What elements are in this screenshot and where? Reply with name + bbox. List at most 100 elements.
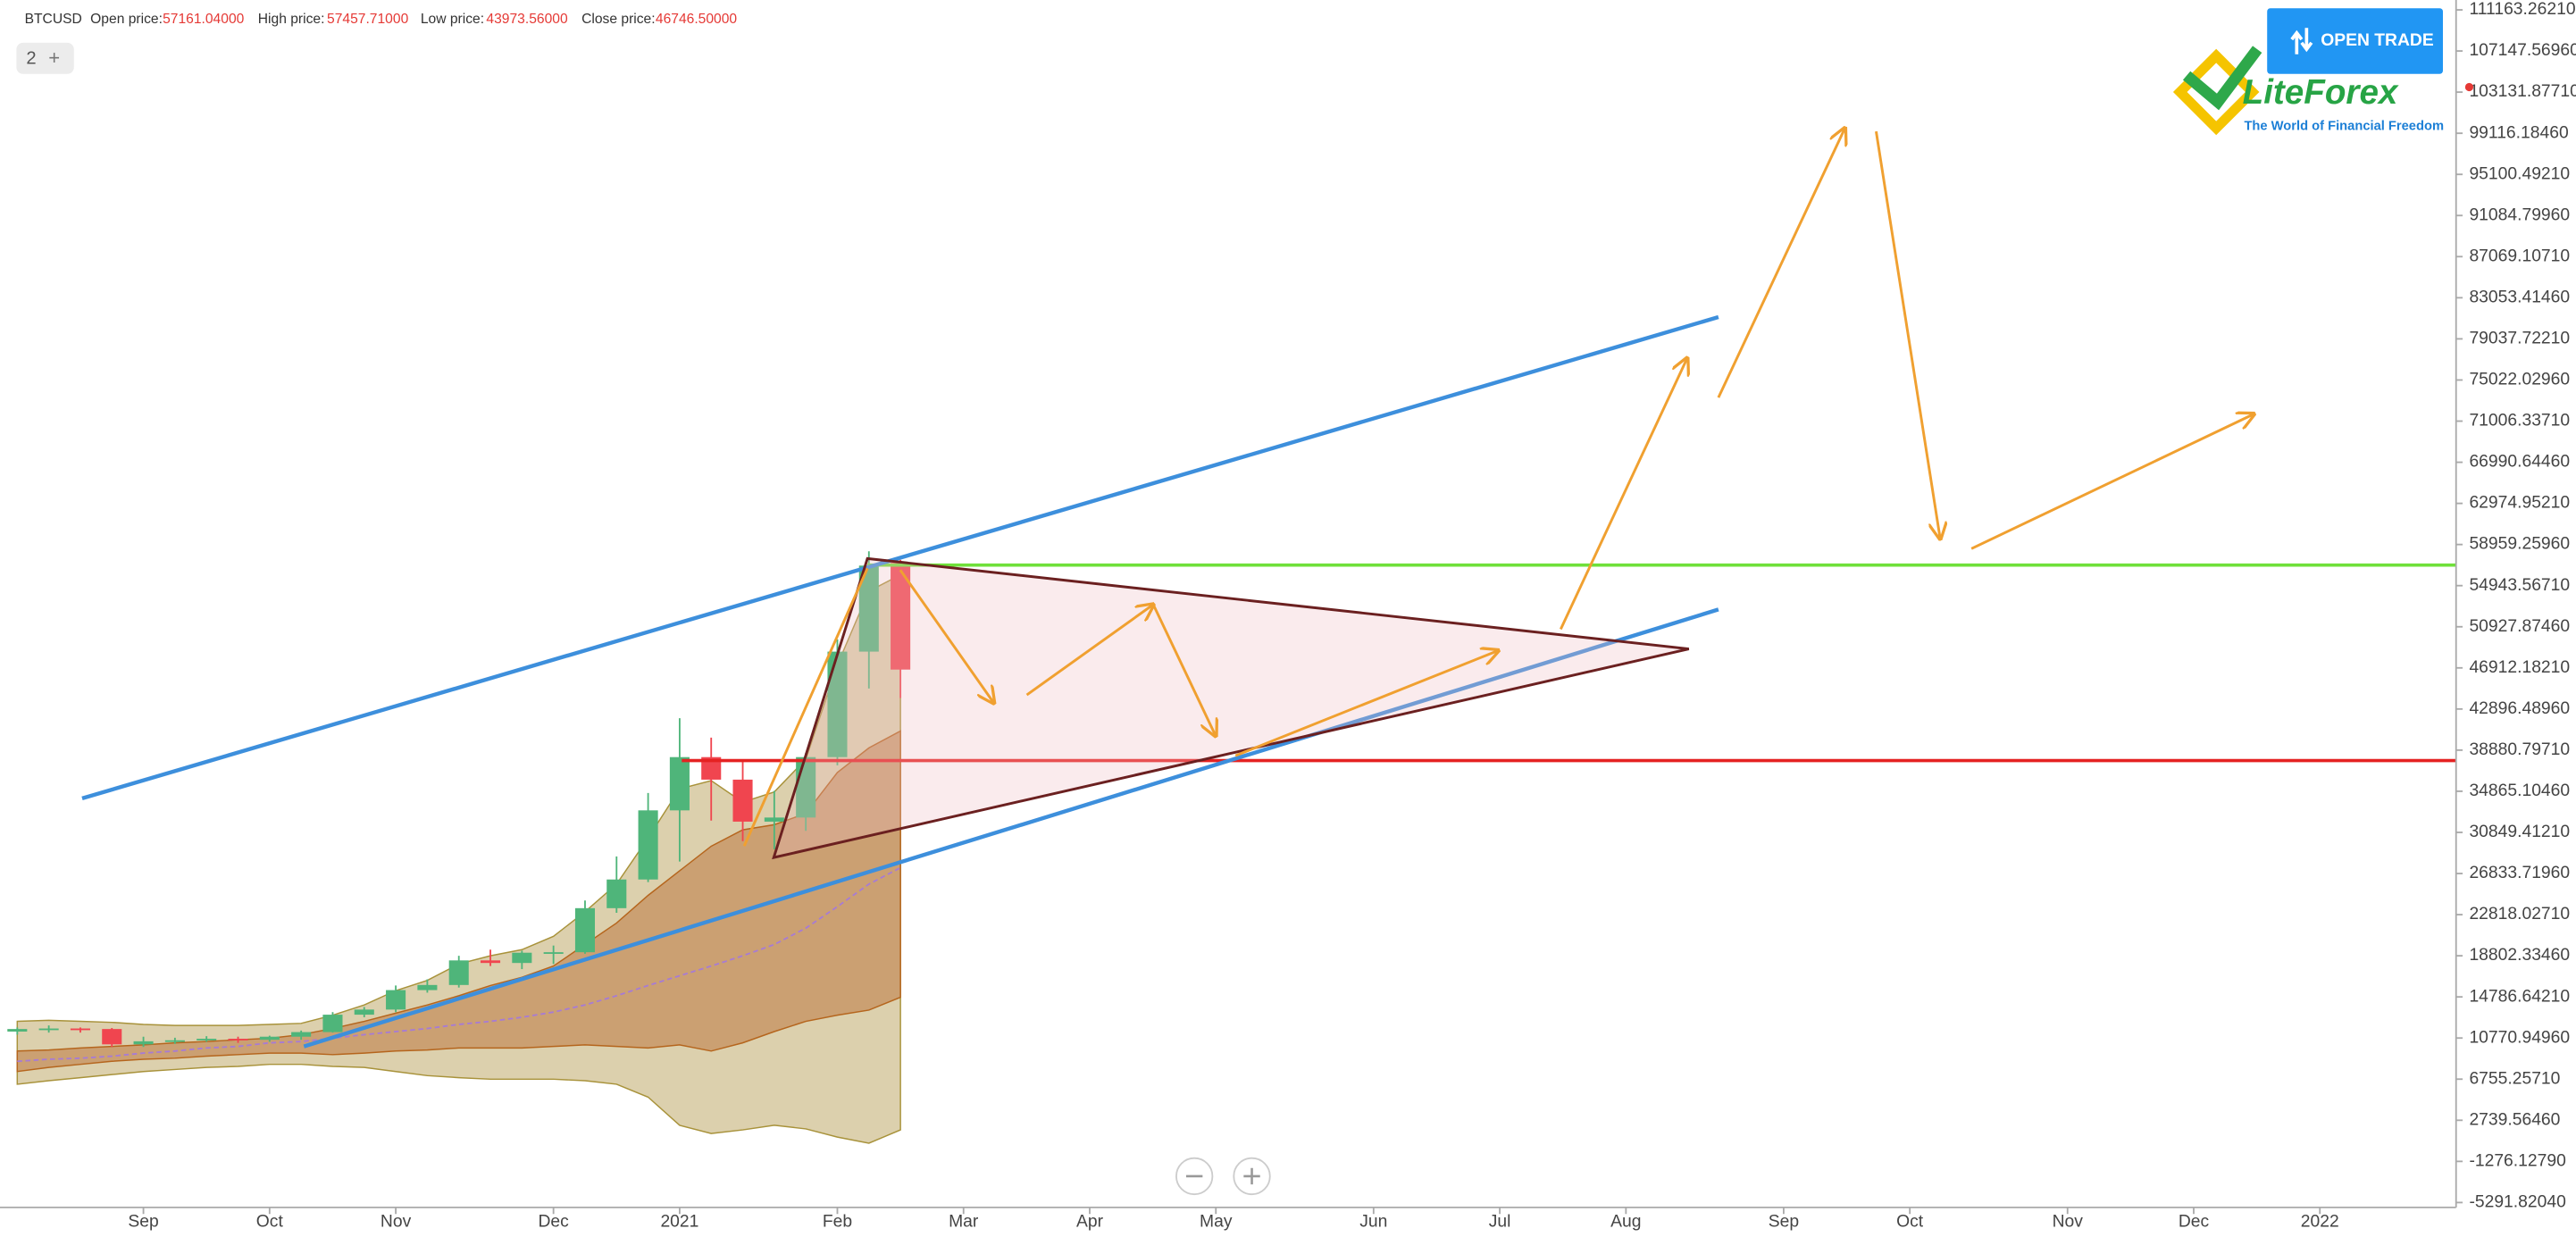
alert-dot [2464,82,2474,92]
logo-name: LiteForex [2243,73,2399,112]
x-tick-label: Oct [1896,1213,1924,1232]
open-trade-button[interactable]: OPEN TRADE [2267,8,2444,74]
symbol: BTCUSD [25,12,82,27]
y-tick-label: 87069.10710 [2469,247,2570,265]
candle-body [164,1040,185,1042]
candle-body [543,952,564,954]
y-tick-label: 99116.18460 [2469,123,2568,142]
x-tick-label: Oct [256,1213,284,1232]
candle-body [291,1032,312,1037]
button-add[interactable]: + [48,46,60,69]
y-tick-label: 50927.87460 [2469,617,2570,636]
button-bg [16,42,74,74]
forecast-arrows [742,128,2254,847]
y-tick-label: 107147.56960 [2469,41,2576,60]
y-tick-label: 2739.56460 [2469,1110,2560,1129]
candle-body [38,1028,59,1031]
y-tick-label: 42896.48960 [2469,699,2570,718]
x-tick-label: May [1200,1213,1233,1232]
arrow [1559,358,1687,631]
candle-body [669,756,690,811]
y-tick-label: 103131.87710 [2469,82,2576,101]
trend-line [303,607,1719,1049]
candle-body [7,1029,28,1032]
field-label: Close price: [581,12,656,27]
candle-body [259,1036,280,1041]
y-tick-label: 30849.41210 [2469,823,2570,841]
field-value: 57457.71000 [327,12,409,27]
arrow [899,569,994,703]
field-value: 46746.50000 [656,12,738,27]
y-tick-label: 91084.79960 [2469,205,2570,224]
candle-body [70,1028,90,1031]
x-tick-label: 2021 [660,1213,698,1232]
x-tick-label: Mar [949,1213,979,1232]
header: BTCUSD Open price: 57161.04000 High pric… [25,12,738,27]
field-label: High price: [258,12,325,27]
trend-line [81,314,1719,801]
y-tick-label: 34865.10460 [2469,781,2570,800]
candle-body [322,1015,343,1032]
zoom-controls [1175,1157,1271,1196]
x-tick-label: 2022 [2301,1213,2339,1232]
candle-body [354,1009,374,1016]
candle-body [197,1039,217,1041]
x-tick-label: Jul [1489,1213,1511,1232]
y-tick-label: 54943.56710 [2469,576,2570,595]
button-icon [2290,28,2313,54]
arrow [1025,605,1154,697]
y-tick-label: 111163.26210 [2469,0,2575,19]
y-tick-label: 58959.25960 [2469,535,2570,554]
candle-body [764,817,784,822]
x-tick-label: Jun [1359,1213,1387,1232]
candle-body [480,960,501,964]
x-tick-label: Dec [538,1213,569,1232]
y-tick-label: 62974.95210 [2469,494,2570,513]
x-tick-label: Sep [128,1213,158,1232]
x-tick-label: Apr [1076,1213,1104,1232]
logo: LiteForex The World of Financial Freedom [2172,46,2444,136]
x-tick-label: Sep [1769,1213,1799,1232]
plot-area [7,551,2456,1144]
y-tick-label: -1276.12790 [2469,1151,2565,1170]
candle-body [858,565,879,652]
arrow [1151,604,1216,736]
candle-body [102,1029,122,1045]
y-tick-label: 75022.02960 [2469,371,2570,389]
x-tick-label: Feb [823,1213,852,1232]
field-value: 57161.04000 [163,12,245,27]
candle-body [827,651,848,757]
arrow [1970,414,2254,550]
y-tick-label: 6755.25710 [2469,1069,2560,1088]
candle-body [701,756,722,780]
x-tick-label: Nov [2053,1213,2084,1232]
y-tick-label: 79037.72210 [2469,330,2570,348]
candle-body [606,879,627,908]
y-tick-label: 66990.64460 [2469,453,2570,472]
candle-body [386,990,406,1010]
button-label[interactable]: OPEN TRADE [2321,31,2434,50]
layout-button[interactable]: 2 + [16,42,74,74]
candle-body [448,960,469,985]
zoom-in-icon [1243,1167,1260,1185]
candle-body [133,1041,154,1045]
arrow [1717,128,1845,398]
y-tick-label: 38880.79710 [2469,740,2570,759]
y-tick-label: -5291.82040 [2469,1192,2565,1211]
arrow [1875,130,1940,539]
y-tick-label: 95100.49210 [2469,164,2570,183]
logo-tagline: The World of Financial Freedom [2244,120,2444,134]
field-label: Open price: [90,12,163,27]
band-area [16,730,901,1073]
candle-body [732,779,753,822]
drawings [81,128,2254,1049]
candle-body [512,952,532,964]
triangle-pattern [772,556,1690,860]
candle-body [638,810,658,880]
y-tick-label: 83053.41460 [2469,288,2570,306]
y-tick-label: 10770.94960 [2469,1028,2570,1047]
candle-body [574,907,596,953]
y-tick-label: 14786.64210 [2469,987,2570,1006]
